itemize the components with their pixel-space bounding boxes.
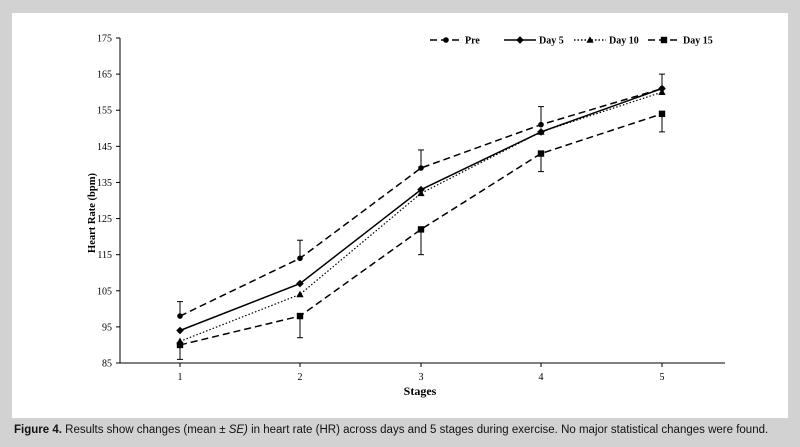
data-point-day-15 <box>537 150 545 157</box>
legend-marker-pre <box>443 37 449 43</box>
y-tick-label: 105 <box>97 286 112 297</box>
series-line-day-5 <box>179 87 663 332</box>
legend-label-day-5: Day 5 <box>539 36 564 47</box>
y-tick-label: 165 <box>97 70 112 81</box>
series-lines <box>179 87 663 346</box>
x-tick-label: 3 <box>419 372 424 383</box>
series-line-pre <box>179 87 663 317</box>
data-point-day-15 <box>658 110 666 118</box>
data-point-pre <box>297 255 303 262</box>
y-axis-ticks: 85 95 105 115 125 135 145 155 165 175 <box>97 34 120 370</box>
y-tick-label: 175 <box>97 34 112 45</box>
caption-text-part1: Results show changes (mean ± <box>65 424 229 436</box>
legend-marker-day-5 <box>516 36 524 44</box>
data-point-day-10 <box>658 88 666 95</box>
legend-label-day-10: Day 10 <box>609 36 639 47</box>
x-tick-label: 5 <box>660 372 665 383</box>
line-chart: 85 95 105 115 125 135 145 155 165 175 1 2 3 4 5 Pre Da… <box>87 34 725 398</box>
series-line-day-10 <box>179 91 663 342</box>
data-point-pre <box>538 121 544 128</box>
x-tick-label: 1 <box>178 372 183 383</box>
chart-axes <box>119 38 725 364</box>
x-tick-label: 2 <box>298 372 303 383</box>
y-tick-label: 125 <box>97 214 112 225</box>
x-axis-ticks: 1 2 3 4 5 <box>178 363 665 383</box>
series-line-day-15 <box>179 113 663 346</box>
y-tick-label: 115 <box>97 250 112 261</box>
legend-label-day-15: Day 15 <box>683 36 713 47</box>
y-tick-label: 85 <box>102 359 112 370</box>
caption-text-part2: in heart rate (HR) across days and 5 sta… <box>247 424 769 436</box>
data-point-day-15 <box>417 226 425 233</box>
data-point-day-5 <box>296 279 304 288</box>
data-point-day-10 <box>537 128 545 135</box>
figure-panel: 85 95 105 115 125 135 145 155 165 175 1 2 3 4 5 Pre Da… <box>12 13 788 418</box>
legend-marker-day-15 <box>660 36 668 44</box>
data-point-day-10 <box>296 290 304 298</box>
legend-label-pre: Pre <box>465 36 480 47</box>
y-axis-label: Heart Rate (bpm) <box>87 173 98 253</box>
figure-caption: Figure 4. Results show changes (mean ± S… <box>14 424 794 436</box>
series-markers <box>176 84 666 349</box>
data-point-day-15 <box>296 312 304 320</box>
data-point-pre <box>418 165 424 171</box>
y-tick-label: 155 <box>97 106 112 117</box>
legend: Pre Day 5 Day 10 Day 15 <box>430 36 713 47</box>
x-tick-label: 4 <box>539 372 544 383</box>
y-tick-label: 135 <box>97 178 112 189</box>
y-tick-label: 95 <box>102 322 112 333</box>
data-point-pre <box>177 313 183 319</box>
caption-label: Figure 4. <box>14 424 62 436</box>
y-tick-label: 145 <box>97 142 112 153</box>
data-point-day-15 <box>176 341 184 349</box>
x-axis-label: Stages <box>404 384 437 398</box>
caption-text-italic: SE) <box>228 424 248 436</box>
legend-marker-day-10 <box>586 36 594 43</box>
data-point-day-10 <box>417 189 425 197</box>
data-point-day-5 <box>176 326 184 335</box>
error-bars <box>177 73 665 360</box>
